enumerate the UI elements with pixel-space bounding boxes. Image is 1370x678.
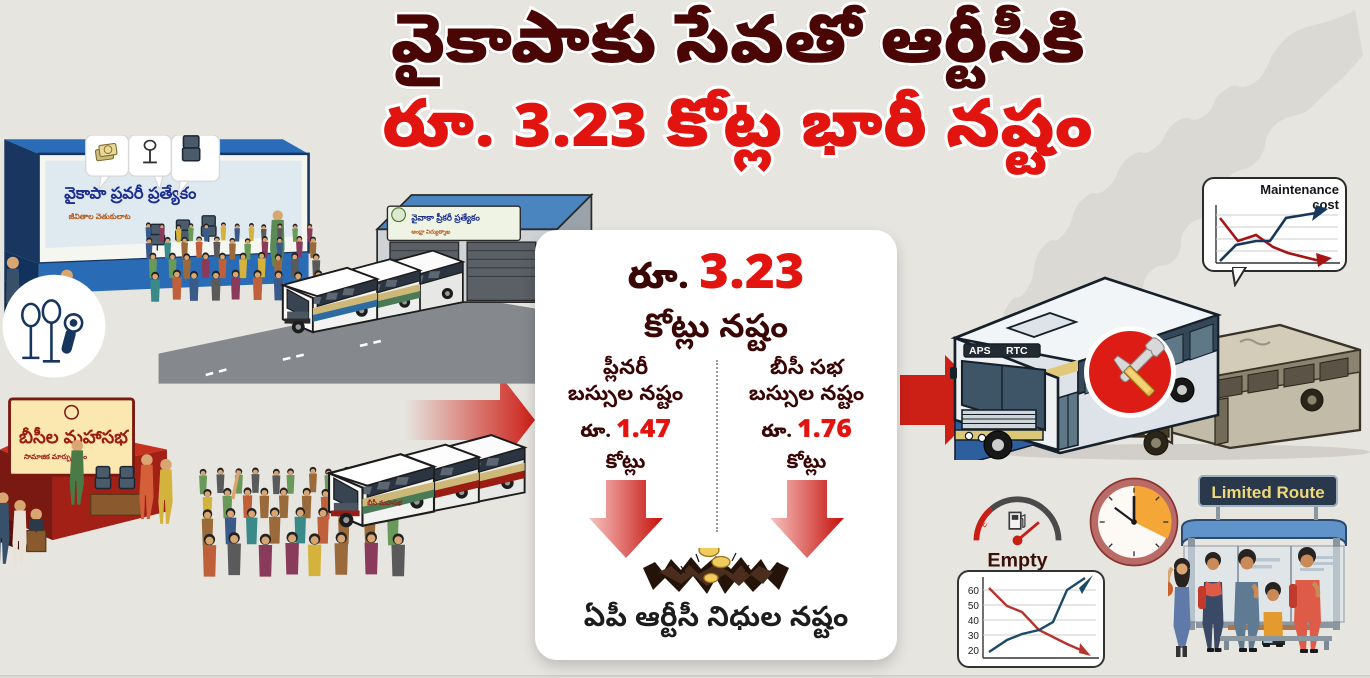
svg-text:బీసీ మహసభ: బీసీ మహసభ [367, 499, 403, 507]
svg-text:30: 30 [968, 631, 980, 642]
svg-text:50: 50 [968, 601, 980, 612]
svg-text:RTC: RTC [1006, 345, 1028, 357]
svg-text:వైకాపా ప్రవరీ ప్రత్యేకం: వైకాపా ప్రవరీ ప్రత్యేకం [64, 183, 197, 205]
svg-text:జీవితాల వెతుకులాట: జీవితాల వెతుకులాట [69, 212, 131, 221]
svg-text:APS: APS [969, 345, 991, 357]
svg-text:ఆంధ్రా విద్యుత్శాఖ: ఆంధ్రా విద్యుత్శాఖ [411, 229, 451, 237]
svg-text:60: 60 [968, 586, 980, 597]
svg-text:Empty: Empty [987, 550, 1047, 572]
svg-text:20: 20 [968, 646, 980, 657]
svg-text:40: 40 [968, 616, 980, 627]
